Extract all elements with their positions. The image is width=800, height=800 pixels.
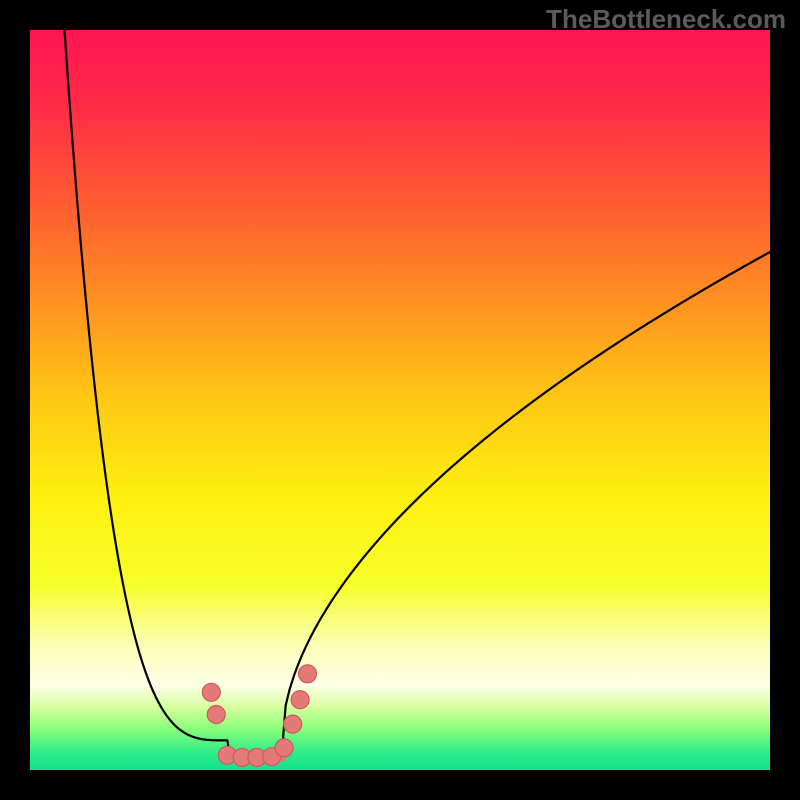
data-marker (202, 683, 220, 701)
data-marker (299, 665, 317, 683)
data-marker (207, 706, 225, 724)
data-marker (275, 739, 293, 757)
data-marker (284, 715, 302, 733)
watermark-text: TheBottleneck.com (546, 4, 786, 35)
bottleneck-curve (65, 30, 770, 757)
chart-stage: TheBottleneck.com (0, 0, 800, 800)
curve-layer (30, 30, 770, 770)
data-marker (291, 691, 309, 709)
marker-group (202, 665, 316, 767)
plot-area (30, 30, 770, 770)
